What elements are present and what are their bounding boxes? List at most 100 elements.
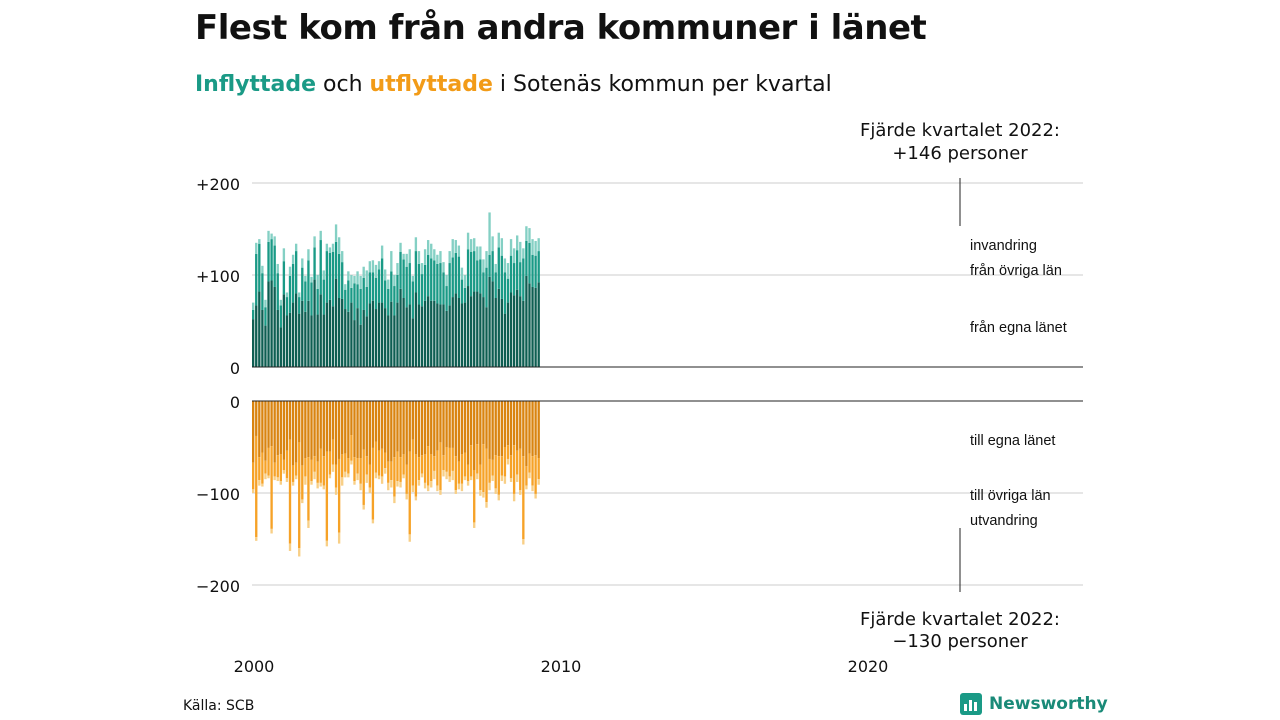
bar-out-mid-45 — [390, 461, 393, 481]
bar-out-mid-83 — [506, 445, 510, 459]
bar-out-dark-78 — [491, 401, 494, 460]
bar-in-mid-49 — [402, 259, 405, 298]
bar-in-light-49 — [402, 253, 405, 260]
bar-out-mid-88 — [522, 456, 525, 539]
bar-out-mid-68 — [460, 454, 464, 484]
bar-in-dark-90 — [528, 283, 531, 367]
bar-out-dark-51 — [408, 401, 411, 452]
bar-in-light-15 — [298, 292, 301, 298]
bar-out-dark-3 — [261, 401, 264, 453]
bar-out-dark-38 — [368, 401, 372, 465]
bar-in-dark-53 — [414, 292, 418, 367]
bar-out-mid-65 — [451, 447, 454, 471]
bar-out-dark-28 — [337, 401, 341, 459]
series-label-utvandring: utvandring — [970, 513, 1038, 529]
bar-in-dark-65 — [451, 297, 454, 367]
bar-out-dark-59 — [433, 401, 436, 457]
bar-in-light-81 — [500, 238, 504, 256]
bar-in-light-80 — [497, 232, 500, 248]
bar-out-dark-88 — [522, 401, 525, 457]
bar-out-dark-67 — [457, 401, 461, 462]
bar-in-light-28 — [337, 237, 341, 254]
bar-out-dark-18 — [307, 401, 310, 458]
bar-out-light-12 — [288, 543, 292, 551]
brand-logo[interactable]: Newsworthy — [960, 693, 1108, 715]
bar-out-mid-67 — [457, 461, 461, 484]
bar-in-dark-56 — [423, 300, 427, 367]
bar-in-light-77 — [488, 212, 491, 255]
bar-in-dark-8 — [276, 309, 279, 367]
bar-out-dark-23 — [322, 401, 325, 457]
chart-title: Flest kom från andra kommuner i länet — [195, 8, 927, 48]
bar-in-light-42 — [380, 245, 384, 259]
bar-in-light-70 — [466, 232, 470, 250]
bar-in-mid-73 — [476, 260, 479, 292]
bar-in-light-78 — [491, 236, 494, 252]
bar-out-light-28 — [337, 532, 341, 544]
bar-in-mid-26 — [331, 252, 335, 307]
bar-out-mid-50 — [405, 464, 408, 494]
bar-out-light-70 — [466, 481, 470, 486]
bar-in-light-34 — [356, 271, 359, 285]
bar-in-light-40 — [374, 264, 378, 278]
bar-in-light-21 — [316, 275, 319, 289]
bar-in-mid-74 — [479, 259, 482, 294]
bar-out-dark-4 — [264, 401, 267, 461]
bar-in-dark-34 — [356, 308, 359, 367]
bar-out-mid-36 — [362, 449, 365, 505]
bar-out-dark-77 — [488, 401, 491, 459]
bar-out-mid-64 — [448, 447, 451, 477]
bar-in-dark-33 — [353, 320, 356, 367]
bar-out-light-37 — [365, 474, 368, 483]
bar-out-mid-61 — [439, 442, 442, 491]
bar-in-light-4 — [264, 299, 267, 308]
bar-out-dark-71 — [469, 401, 473, 446]
bar-out-light-44 — [387, 482, 390, 491]
bar-out-mid-58 — [430, 454, 433, 482]
bar-out-dark-33 — [353, 401, 356, 458]
bar-out-dark-57 — [426, 401, 430, 447]
bar-out-mid-0 — [252, 462, 255, 490]
bar-out-light-64 — [448, 476, 451, 482]
bar-in-light-52 — [411, 275, 414, 282]
bar-out-mid-79 — [494, 455, 497, 489]
bar-out-light-74 — [479, 490, 482, 496]
bar-in-mid-79 — [494, 272, 497, 298]
bar-in-dark-37 — [365, 316, 368, 367]
bar-in-light-14 — [294, 243, 298, 252]
bar-out-light-25 — [328, 474, 332, 479]
series-label-till-egna-lanet: till egna länet — [970, 433, 1055, 449]
bar-in-light-26 — [331, 243, 335, 252]
bar-out-light-55 — [420, 473, 424, 478]
bar-in-dark-18 — [307, 300, 310, 367]
bar-in-mid-2 — [258, 243, 261, 292]
bar-in-light-55 — [420, 263, 424, 275]
bar-out-light-16 — [301, 499, 304, 504]
bar-out-light-1 — [255, 537, 258, 541]
bar-in-mid-71 — [469, 252, 473, 297]
bar-out-light-50 — [405, 493, 408, 500]
bar-in-light-63 — [445, 275, 448, 287]
bar-out-light-10 — [282, 470, 286, 474]
bar-in-light-58 — [430, 243, 433, 259]
bar-in-mid-90 — [528, 242, 531, 284]
bar-out-light-0 — [252, 489, 255, 493]
bar-out-dark-73 — [476, 401, 479, 445]
bar-in-light-22 — [319, 230, 322, 241]
bar-in-mid-65 — [451, 257, 454, 298]
series-label-fran-ovriga-lan: från övriga län — [970, 263, 1062, 279]
bar-in-light-82 — [503, 258, 507, 273]
bar-in-dark-40 — [374, 309, 378, 367]
bar-out-light-2 — [258, 480, 261, 486]
bar-out-mid-25 — [328, 451, 332, 475]
bar-out-light-24 — [325, 540, 329, 547]
bar-out-mid-29 — [341, 454, 344, 478]
bar-out-dark-31 — [347, 401, 350, 459]
bar-out-dark-24 — [325, 401, 329, 452]
bar-out-mid-71 — [469, 445, 473, 477]
bar-out-dark-64 — [448, 401, 451, 448]
bar-in-mid-15 — [298, 297, 301, 314]
bar-out-light-47 — [396, 481, 399, 487]
bar-out-dark-43 — [384, 401, 387, 453]
bar-out-light-40 — [374, 472, 378, 479]
